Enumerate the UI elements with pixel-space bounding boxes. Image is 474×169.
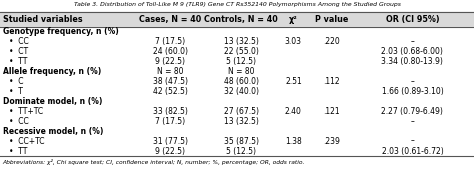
- Text: 2.03 (0.61-6.72): 2.03 (0.61-6.72): [382, 147, 443, 155]
- Text: 13 (32.5): 13 (32.5): [224, 117, 259, 126]
- Text: 32 (40.0): 32 (40.0): [224, 87, 259, 96]
- Bar: [0, 12, 474, 27]
- Text: •  CC: • CC: [9, 37, 29, 46]
- Text: •  TT+TC: • TT+TC: [9, 107, 44, 116]
- Text: Recessive model, n (%): Recessive model, n (%): [3, 127, 103, 136]
- Text: .112: .112: [323, 77, 340, 86]
- Text: Cases, N = 40: Cases, N = 40: [139, 15, 201, 24]
- Text: 35 (87.5): 35 (87.5): [224, 137, 259, 146]
- Text: –: –: [410, 77, 414, 86]
- Bar: [0, 116, 474, 126]
- Text: Studied variables: Studied variables: [3, 15, 82, 24]
- Bar: [0, 126, 474, 136]
- Text: 3.34 (0.80-13.9): 3.34 (0.80-13.9): [382, 57, 443, 66]
- Text: Abbreviations: χ², Chi square test; CI, confidence interval; N, number; %, perce: Abbreviations: χ², Chi square test; CI, …: [2, 159, 304, 165]
- Text: Genotype frequency, n (%): Genotype frequency, n (%): [3, 28, 118, 37]
- Bar: [0, 87, 474, 96]
- Text: Allele frequency, n (%): Allele frequency, n (%): [3, 67, 101, 76]
- Text: 9 (22.5): 9 (22.5): [155, 147, 185, 155]
- Bar: [0, 146, 474, 156]
- Text: •  TT: • TT: [9, 147, 28, 155]
- Text: N = 80: N = 80: [228, 67, 255, 76]
- Bar: [0, 77, 474, 87]
- Text: 33 (82.5): 33 (82.5): [153, 107, 188, 116]
- Text: Table 3. Distribution of Toll-Like M 9 (TLR9) Gene CT Rs352140 Polymorphisms Amo: Table 3. Distribution of Toll-Like M 9 (…: [73, 2, 401, 7]
- Text: 22 (55.0): 22 (55.0): [224, 47, 259, 56]
- Text: •  CC: • CC: [9, 117, 29, 126]
- Text: .220: .220: [323, 37, 340, 46]
- Bar: [0, 47, 474, 57]
- Text: 2.27 (0.79-6.49): 2.27 (0.79-6.49): [382, 107, 443, 116]
- Text: 5 (12.5): 5 (12.5): [226, 147, 256, 155]
- Text: 2.40: 2.40: [285, 107, 302, 116]
- Text: Dominate model, n (%): Dominate model, n (%): [3, 97, 102, 106]
- Text: 1.66 (0.89-3.10): 1.66 (0.89-3.10): [382, 87, 443, 96]
- Text: 9 (22.5): 9 (22.5): [155, 57, 185, 66]
- Text: Controls, N = 40: Controls, N = 40: [204, 15, 278, 24]
- Bar: [0, 96, 474, 106]
- Text: •  T: • T: [9, 87, 23, 96]
- Text: 48 (60.0): 48 (60.0): [224, 77, 259, 86]
- Text: 27 (67.5): 27 (67.5): [224, 107, 259, 116]
- Text: 2.51: 2.51: [285, 77, 302, 86]
- Bar: [0, 67, 474, 77]
- Text: •  TT: • TT: [9, 57, 28, 66]
- Text: –: –: [410, 137, 414, 146]
- Text: 1.38: 1.38: [285, 137, 302, 146]
- Text: –: –: [410, 117, 414, 126]
- Text: 13 (32.5): 13 (32.5): [224, 37, 259, 46]
- Text: χ²: χ²: [289, 15, 298, 24]
- Text: P value: P value: [315, 15, 348, 24]
- Text: •  CT: • CT: [9, 47, 28, 56]
- Text: 3.03: 3.03: [285, 37, 302, 46]
- Text: 7 (17.5): 7 (17.5): [155, 117, 185, 126]
- Bar: [0, 57, 474, 67]
- Text: 38 (47.5): 38 (47.5): [153, 77, 188, 86]
- Text: •  CC+TC: • CC+TC: [9, 137, 45, 146]
- Bar: [0, 27, 474, 37]
- Text: .239: .239: [323, 137, 340, 146]
- Text: –: –: [410, 37, 414, 46]
- Text: .121: .121: [323, 107, 340, 116]
- Bar: [0, 37, 474, 47]
- Text: OR (CI 95%): OR (CI 95%): [385, 15, 439, 24]
- Bar: [0, 106, 474, 116]
- Text: 31 (77.5): 31 (77.5): [153, 137, 188, 146]
- Text: 2.03 (0.68-6.00): 2.03 (0.68-6.00): [382, 47, 443, 56]
- Text: 5 (12.5): 5 (12.5): [226, 57, 256, 66]
- Text: •  C: • C: [9, 77, 24, 86]
- Text: N = 80: N = 80: [157, 67, 183, 76]
- Text: 42 (52.5): 42 (52.5): [153, 87, 188, 96]
- Text: 7 (17.5): 7 (17.5): [155, 37, 185, 46]
- Bar: [0, 136, 474, 146]
- Text: 24 (60.0): 24 (60.0): [153, 47, 188, 56]
